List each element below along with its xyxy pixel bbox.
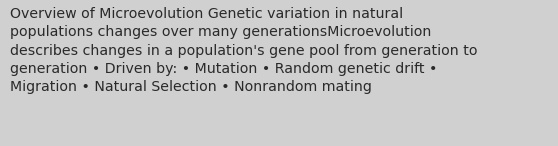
Text: Overview of Microevolution Genetic variation in natural
populations changes over: Overview of Microevolution Genetic varia… bbox=[10, 7, 478, 94]
